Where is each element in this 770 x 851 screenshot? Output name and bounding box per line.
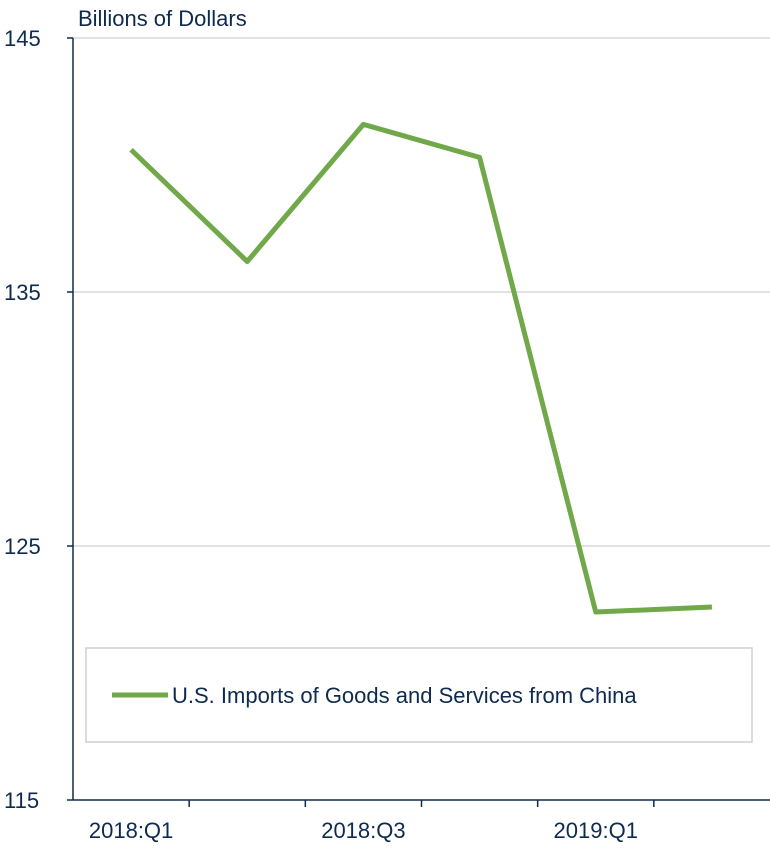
- y-axis-label: Billions of Dollars: [78, 6, 247, 31]
- y-tick-label: 135: [4, 280, 41, 305]
- x-tick-label: 2018:Q3: [321, 818, 405, 843]
- y-tick-label: 145: [4, 26, 41, 51]
- x-tick-label: 2018:Q1: [89, 818, 173, 843]
- legend-label: U.S. Imports of Goods and Services from …: [172, 683, 637, 708]
- y-tick-label: 125: [4, 534, 41, 559]
- legend-box: [85, 647, 753, 743]
- y-tick-label: 115: [4, 788, 39, 813]
- line: [129, 121, 713, 615]
- x-tick-label: 2019:Q1: [554, 818, 638, 843]
